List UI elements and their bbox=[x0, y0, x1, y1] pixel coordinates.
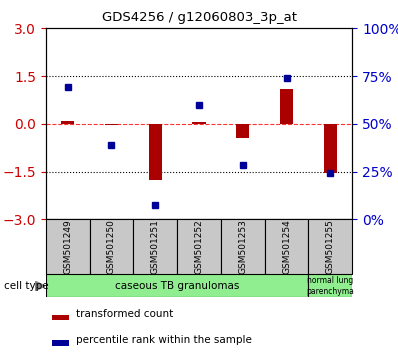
Text: GSM501251: GSM501251 bbox=[151, 219, 160, 274]
Bar bbox=[308, 274, 352, 297]
Bar bbox=[52, 315, 69, 320]
Text: GSM501253: GSM501253 bbox=[238, 219, 247, 274]
Polygon shape bbox=[35, 281, 45, 291]
Text: transformed count: transformed count bbox=[76, 309, 174, 320]
Bar bbox=[324, 124, 337, 173]
Title: GDS4256 / g12060803_3p_at: GDS4256 / g12060803_3p_at bbox=[101, 11, 297, 24]
Text: GSM501255: GSM501255 bbox=[326, 219, 335, 274]
Bar bbox=[46, 219, 90, 274]
Bar bbox=[193, 122, 206, 124]
Bar bbox=[61, 121, 74, 124]
Bar bbox=[52, 340, 69, 346]
Bar bbox=[177, 219, 221, 274]
Text: percentile rank within the sample: percentile rank within the sample bbox=[76, 335, 252, 345]
Bar bbox=[221, 219, 265, 274]
Bar bbox=[265, 219, 308, 274]
Bar bbox=[236, 124, 249, 138]
Text: caseous TB granulomas: caseous TB granulomas bbox=[115, 281, 239, 291]
Text: normal lung
parenchyma: normal lung parenchyma bbox=[306, 276, 354, 296]
Bar bbox=[105, 124, 118, 125]
Bar bbox=[133, 219, 177, 274]
Bar bbox=[280, 89, 293, 124]
Text: GSM501249: GSM501249 bbox=[63, 219, 72, 274]
Text: GSM501254: GSM501254 bbox=[282, 219, 291, 274]
Text: GSM501252: GSM501252 bbox=[195, 219, 203, 274]
Text: cell type: cell type bbox=[4, 281, 49, 291]
Bar bbox=[308, 219, 352, 274]
Bar bbox=[90, 219, 133, 274]
Bar bbox=[149, 124, 162, 179]
Bar bbox=[46, 274, 308, 297]
Text: GSM501250: GSM501250 bbox=[107, 219, 116, 274]
